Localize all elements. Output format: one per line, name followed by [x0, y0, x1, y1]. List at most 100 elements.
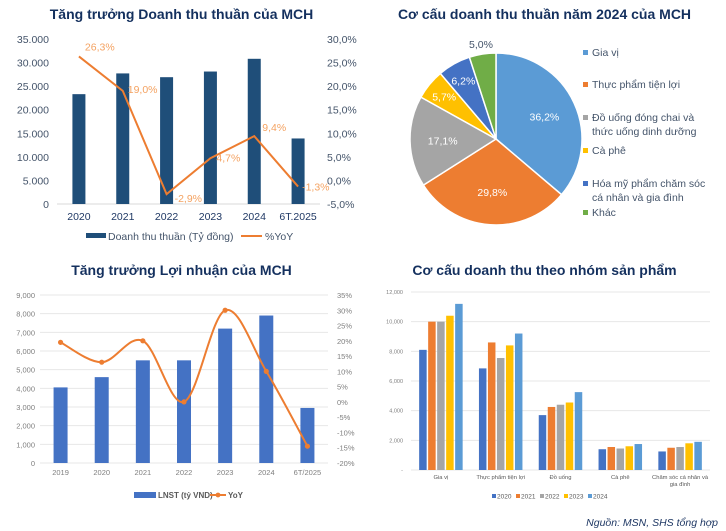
y-right-tick-label: 15,0% — [327, 105, 357, 117]
y-left-tick-label: 4,000 — [16, 384, 35, 393]
legend-label: 2023 — [569, 494, 584, 501]
legend-swatch — [583, 181, 588, 186]
x-tick-label: 2023 — [199, 211, 223, 223]
legend-swatch — [583, 82, 588, 87]
x-tick-label: Thực phẩm tiện lợi — [476, 474, 525, 481]
yoy-point — [99, 359, 105, 365]
y-left-tick-label: 5.000 — [23, 175, 49, 187]
product-bar — [658, 451, 666, 470]
revenue-chart-panel: Tăng trưởng Doanh thu thuần của MCH 0 5.0… — [0, 0, 363, 255]
pie-data-label: 6,2% — [451, 75, 475, 87]
yoy-point — [57, 339, 64, 345]
legend-label: Gia vị — [592, 47, 619, 59]
profit-chart-title: Tăng trưởng Lợi nhuận của MCH — [71, 262, 292, 278]
y-right-tick-label: 20,0% — [327, 81, 357, 93]
source-note: Nguồn: MSN, SHS tổng hợp — [586, 517, 718, 529]
product-bar — [574, 392, 583, 470]
y-tick-label: 6,000 — [389, 379, 403, 385]
product-bar — [598, 449, 607, 470]
revenue-bar — [247, 58, 261, 204]
yoy-data-label: 4,7% — [216, 152, 240, 164]
pie-legend-item: Thực phẩm tiện lợi — [583, 78, 680, 92]
yoy-point — [304, 443, 311, 449]
y-left-tick-label: 0 — [31, 459, 35, 468]
yoy-data-label: 19,0% — [128, 84, 158, 96]
x-tick-label: 2020 — [93, 468, 110, 477]
product-bar — [694, 441, 702, 470]
revenue-bar — [160, 77, 174, 204]
x-tick-label: 2021 — [135, 468, 152, 477]
y-right-tick-label: 0,0% — [327, 175, 351, 187]
legend-swatch — [583, 210, 588, 215]
legend-swatch — [492, 494, 496, 498]
pie-data-label: 17,1% — [428, 136, 458, 148]
product-bar — [667, 447, 675, 470]
y-left-tick-label: 3,000 — [16, 403, 35, 412]
product-bar — [514, 333, 523, 470]
y-right-tick-label: 5,0% — [327, 152, 351, 164]
legend-swatch-revenue — [86, 233, 106, 238]
legend-swatch — [540, 494, 544, 498]
yoy-data-label: -1,3% — [302, 182, 329, 194]
legend-label: 2020 — [497, 494, 512, 501]
y-left-tick-label: 9,000 — [16, 291, 35, 300]
pie-slice — [495, 52, 583, 196]
yoy-point — [140, 338, 146, 344]
product-bar — [428, 321, 436, 470]
pie-slice — [422, 138, 563, 226]
x-tick-label: 6T.2025 — [279, 211, 317, 223]
yoy-point — [181, 399, 187, 405]
y-left-tick-label: 35.000 — [17, 34, 49, 46]
x-tick-label: 2022 — [155, 211, 179, 223]
product-bar — [634, 444, 643, 470]
product-bar — [616, 448, 625, 470]
pie-legend-item: Gia vị — [583, 46, 619, 60]
y-right-tick-label: 15% — [337, 352, 352, 361]
x-tick-label: 2019 — [52, 468, 69, 477]
product-bar — [685, 443, 693, 470]
legend-label-yoy: %YoY — [265, 231, 293, 243]
y-right-tick-label: 20% — [337, 337, 352, 346]
legend-swatch — [583, 115, 588, 120]
yoy-data-label: 26,3% — [85, 41, 115, 53]
product-bar — [505, 345, 514, 470]
product-bar — [478, 368, 487, 470]
y-left-tick-label: 6,000 — [16, 347, 35, 356]
x-tick-label: 2023 — [217, 468, 234, 477]
legend-swatch — [564, 494, 568, 498]
product-bar — [437, 321, 445, 470]
legend-label: Cà phê — [592, 145, 626, 157]
legend-swatch-profit — [134, 492, 156, 498]
pie-data-label: 29,8% — [477, 187, 507, 199]
legend-swatch — [583, 50, 588, 55]
revenue-chart: 0 5.000 10.000 15.000 20.000 25.000 30.000 35.0… — [17, 34, 357, 243]
yoy-data-label: -2,9% — [175, 193, 202, 205]
pie-legend-item: Hóa mỹ phẩm chăm sóc cá nhân và gia đình — [583, 177, 705, 205]
x-tick-label: 2024 — [258, 468, 275, 477]
revenue-bar — [291, 138, 305, 204]
y-tick-label: 10,000 — [386, 320, 403, 326]
structure-pie-chart: 36,2% 29,8% 17,1% 5,7% 6,2% 5,0% — [409, 39, 583, 226]
profit-bar — [300, 407, 315, 463]
legend-label: 2024 — [593, 494, 608, 501]
profit-bar — [94, 377, 109, 463]
x-tick-label: Cà phê — [611, 475, 630, 481]
structure-pie-panel: Cơ cấu doanh thu thuần năm 2024 của MCH … — [363, 0, 726, 255]
pie-legend-item: Khác — [583, 206, 616, 220]
y-right-tick-label: -20% — [337, 459, 355, 468]
x-tick-label: gia đình — [670, 482, 691, 488]
y-left-tick-label: 1,000 — [16, 440, 35, 449]
product-chart-title: Cơ cấu doanh thu theo nhóm sản phẩm — [412, 262, 677, 278]
pie-legend-item: Đồ uống đóng chai và thức uống dinh dưỡng — [583, 111, 696, 139]
product-bar — [607, 447, 616, 470]
product-bar — [538, 415, 547, 470]
yoy-point — [263, 368, 269, 374]
profit-chart-panel: Tăng trưởng Lợi nhuận của MCH 0 1,000 2,00… — [0, 255, 363, 505]
legend-label-revenue: Doanh thu thuần (Tỷ đồng) — [108, 231, 234, 243]
pie-slice — [409, 96, 498, 187]
profit-bar — [259, 315, 274, 463]
legend-label: Đồ uống đóng chai và thức uống dinh dưỡng — [592, 112, 697, 138]
y-tick-label: - — [401, 468, 403, 474]
product-chart-panel: Cơ cấu doanh thu theo nhóm sản phẩm - 2,0… — [363, 255, 726, 505]
product-bar — [496, 358, 505, 470]
